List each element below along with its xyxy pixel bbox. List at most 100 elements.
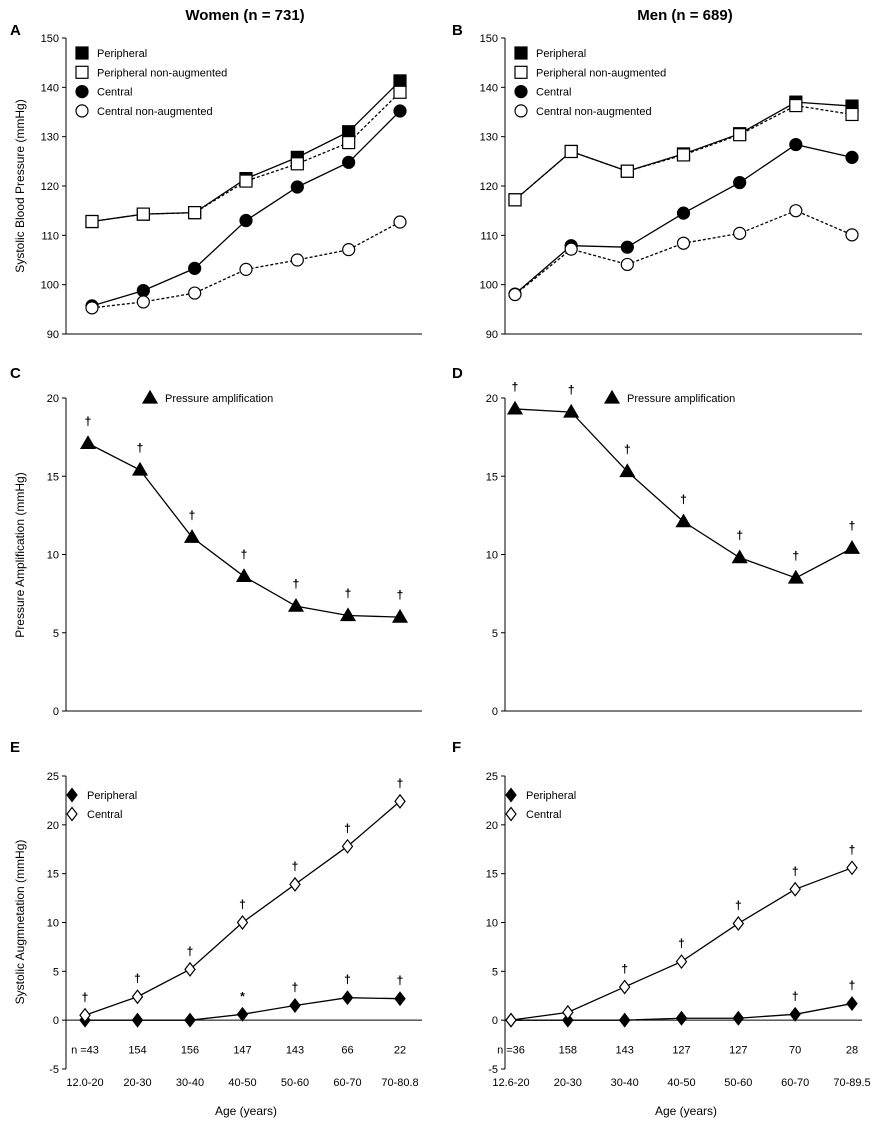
x-tick-label: 60-70: [333, 1077, 361, 1089]
data-point-2: [733, 128, 747, 142]
data-point-3: [845, 150, 859, 164]
data-point-1: [787, 569, 804, 584]
x-tick-label: 40-50: [667, 1077, 695, 1089]
series-line-1: [87, 442, 401, 618]
x-tick-label: 50-60: [724, 1077, 752, 1089]
significance-mark: †: [736, 529, 743, 543]
legend-marker: [141, 389, 159, 404]
y-tick-label: 5: [492, 628, 498, 640]
data-point-2: [789, 98, 803, 113]
data-point-2: [789, 881, 801, 897]
significance-mark: †: [82, 990, 89, 1004]
x-tick-label: 30-40: [611, 1077, 639, 1089]
data-point-2: [85, 214, 99, 229]
significance-mark: †: [624, 443, 631, 457]
panel-a: A 90 100 110 120 130 140 150 Systolic Blood Pres…: [10, 22, 422, 341]
data-point-4: [136, 295, 150, 309]
panel-f: F -5 0 5 10 15 20 25 12.6-20 20-30 30-40 40-50 50-60…: [452, 739, 871, 1089]
data-point-3: [342, 155, 356, 169]
data-point-1: [287, 597, 305, 612]
legend-marker: [603, 389, 621, 404]
data-point-1: [131, 461, 149, 476]
legend-marker: [75, 46, 89, 60]
data-point-4: [564, 242, 578, 256]
y-tick-label: 110: [480, 230, 498, 242]
y-tick-label: 15: [47, 471, 59, 483]
panel-b: B 90 100 110 120 130 140 150 Peripheral Periphera…: [452, 22, 862, 341]
n-count-label: 158: [559, 1044, 577, 1056]
data-point-1: [235, 568, 253, 583]
data-point-3: [620, 240, 634, 254]
n-count-label: 28: [846, 1044, 858, 1056]
n-count-label: 70: [789, 1044, 801, 1056]
significance-mark: †: [239, 898, 246, 912]
data-point-2: [562, 1004, 574, 1020]
data-point-3: [393, 104, 407, 118]
data-point-2: [508, 193, 522, 207]
n-count-label: n =43: [71, 1044, 99, 1056]
data-point-3: [136, 283, 150, 298]
y-tick-label: 140: [41, 82, 59, 94]
panel-letter: D: [452, 365, 463, 382]
y-tick-label: 90: [47, 329, 59, 341]
significance-mark: †: [344, 821, 351, 835]
data-point-1: [391, 608, 409, 623]
data-point-1: [846, 996, 858, 1012]
x-tick-label: 30-40: [176, 1077, 204, 1089]
series-line-1: [91, 80, 401, 223]
data-point-2: [393, 85, 407, 99]
data-point-3: [239, 213, 253, 228]
y-tick-label: 20: [47, 393, 59, 405]
y-tick-label: 120: [480, 181, 498, 193]
legend-marker: [66, 806, 78, 822]
legend-marker: [75, 104, 89, 118]
significance-mark: †: [849, 979, 856, 993]
y-tick-label: 10: [47, 550, 59, 562]
x-tick-label: 12.0-20: [66, 1077, 103, 1089]
data-point-4: [508, 287, 522, 302]
data-point-2: [620, 164, 634, 178]
significance-mark: †: [241, 547, 248, 561]
x-tick-label: 70-89.5: [833, 1077, 870, 1089]
significance-mark: †: [345, 587, 352, 601]
y-tick-label: 120: [41, 181, 59, 193]
data-point-1: [289, 998, 301, 1014]
significance-mark: †: [397, 588, 404, 602]
x-axis-label-women: Age (years): [215, 1104, 277, 1118]
legend-label: Central non-augmented: [97, 106, 213, 118]
column-title-women: Women (n = 731): [185, 7, 304, 24]
significance-mark: †: [849, 843, 856, 857]
data-point-2: [732, 915, 745, 931]
significance-mark: †: [293, 577, 300, 591]
significance-mark: †: [621, 962, 628, 976]
data-point-2: [675, 954, 688, 970]
y-tick-label: 90: [486, 329, 498, 341]
y-tick-label: 25: [47, 771, 59, 783]
y-axis-label: Pressure Amplification (mmHg): [13, 472, 27, 637]
data-point-1: [341, 990, 354, 1006]
x-tick-label: 60-70: [781, 1077, 809, 1089]
significance-mark: †: [292, 859, 299, 873]
data-point-4: [290, 253, 304, 267]
data-point-1: [131, 1012, 144, 1028]
y-tick-label: 20: [486, 393, 498, 405]
y-tick-label: 15: [486, 471, 498, 483]
y-tick-label: 150: [41, 33, 59, 45]
data-point-2: [289, 876, 301, 892]
y-tick-label: 5: [53, 966, 59, 978]
legend-label: Peripheral: [526, 790, 576, 802]
data-point-3: [676, 206, 691, 220]
data-point-4: [789, 204, 803, 218]
data-point-3: [188, 261, 202, 275]
n-count-label: 154: [128, 1044, 146, 1056]
data-point-2: [564, 144, 578, 159]
data-point-2: [79, 1007, 91, 1023]
data-point-1: [675, 513, 692, 528]
significance-mark: †: [189, 508, 196, 522]
data-point-4: [620, 257, 634, 272]
n-count-label: 127: [672, 1044, 690, 1056]
data-point-2: [845, 107, 859, 122]
data-point-1: [789, 1006, 801, 1022]
n-count-label: 66: [341, 1044, 353, 1056]
